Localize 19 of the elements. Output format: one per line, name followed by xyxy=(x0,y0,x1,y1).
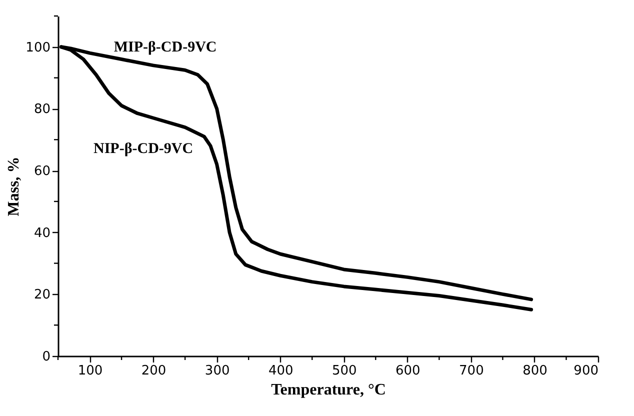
y-tick-label: 40 xyxy=(34,226,50,241)
x-tick-label: 700 xyxy=(459,364,484,378)
x-tick-label: 900 xyxy=(574,364,598,378)
y-axis-title: Mass, % xyxy=(6,156,23,216)
y-tick-label: 0 xyxy=(42,350,50,364)
x-tick-label: 500 xyxy=(332,364,357,378)
x-tick-label: 400 xyxy=(268,364,294,378)
series-label: NIP-β-CD-9VC xyxy=(94,141,194,157)
x-tick-label: 300 xyxy=(204,364,230,378)
x-tick-label: 100 xyxy=(78,364,103,378)
y-tick-label: 60 xyxy=(34,164,50,180)
y-tick-label: 20 xyxy=(34,288,50,303)
x-tick-label: 600 xyxy=(396,364,420,378)
x-tick-label: 200 xyxy=(141,364,166,378)
y-tick-label: 80 xyxy=(34,102,50,118)
x-axis-title: Temperature, °C xyxy=(271,382,386,398)
series-label: MIP-β-CD-9VC xyxy=(114,39,217,56)
y-tick-label: 100 xyxy=(26,40,50,56)
x-tick-label: 800 xyxy=(522,364,548,378)
